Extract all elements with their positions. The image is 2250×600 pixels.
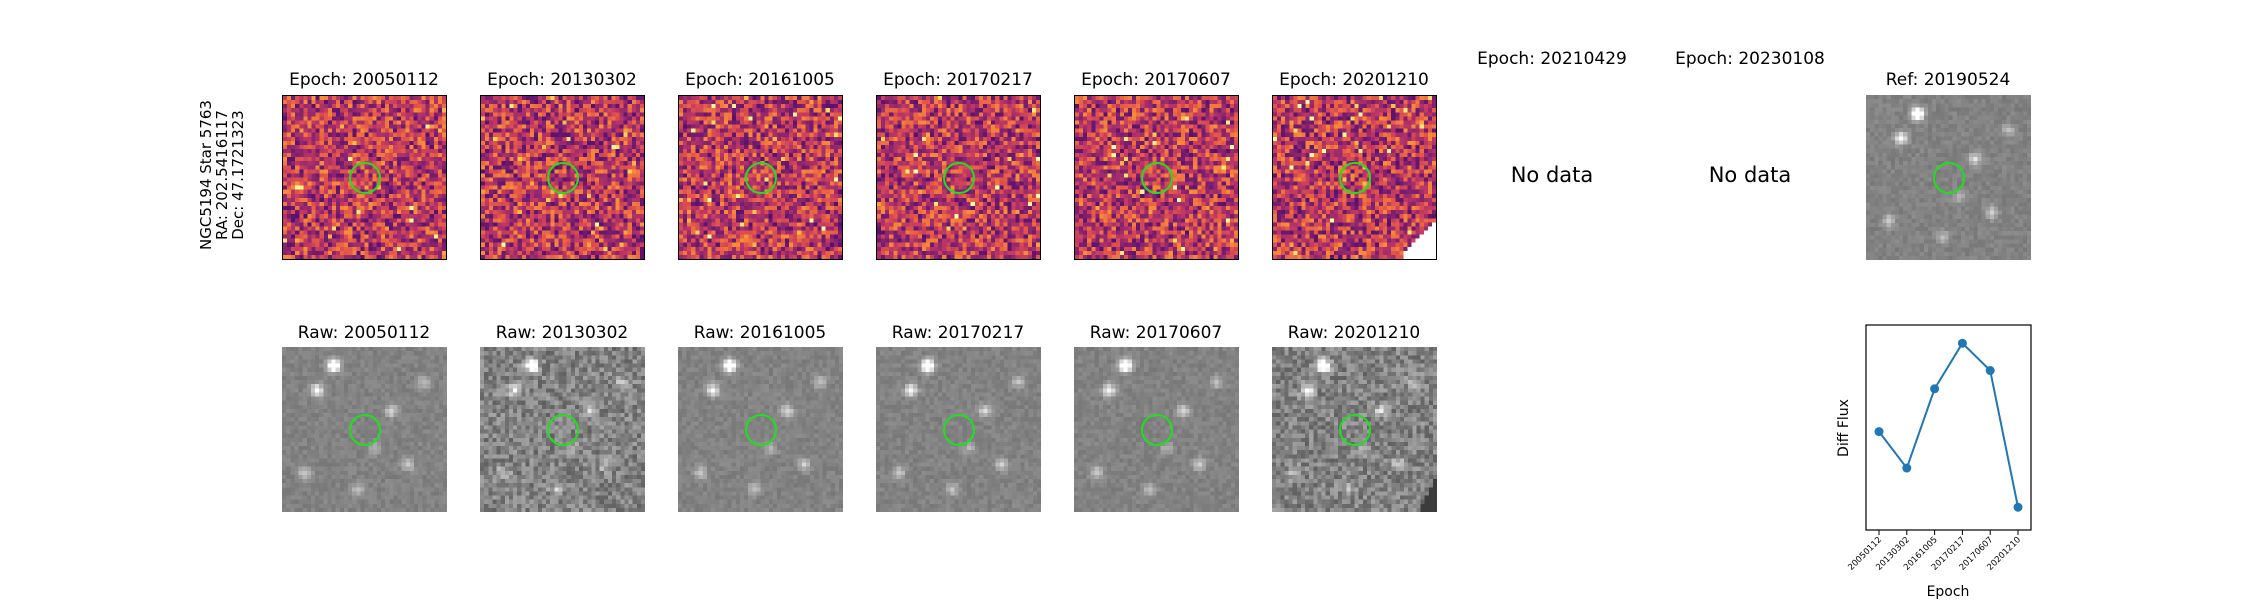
raw-image-5 bbox=[1074, 347, 1239, 512]
target-circle bbox=[1140, 413, 1173, 446]
x-axis-label: Epoch bbox=[1927, 584, 1970, 600]
diff-title-3: Epoch: 20161005 bbox=[685, 70, 835, 90]
ref-title: Ref: 20190524 bbox=[1885, 70, 2011, 90]
diff-title-6: Epoch: 20201210 bbox=[1279, 70, 1429, 90]
target-circle bbox=[348, 161, 381, 194]
target-circle bbox=[1338, 413, 1371, 446]
raw-image-6 bbox=[1272, 347, 1437, 512]
target-circle bbox=[744, 161, 777, 194]
diff-image-4 bbox=[876, 95, 1041, 260]
plot-frame bbox=[1865, 324, 2032, 531]
raw-title-5: Raw: 20170607 bbox=[1089, 323, 1223, 343]
y-axis-label: Diff Flux bbox=[1836, 399, 1852, 457]
target-circle bbox=[744, 413, 777, 446]
raw-title-3: Raw: 20161005 bbox=[693, 323, 827, 343]
raw-title-4: Raw: 20170217 bbox=[891, 323, 1025, 343]
target-circle bbox=[1140, 161, 1173, 194]
data-point-1 bbox=[1874, 427, 1884, 437]
target-circle bbox=[942, 161, 975, 194]
no-data-text-2: No data bbox=[1708, 163, 1792, 187]
star-name: NGC5194 Star 5763 bbox=[197, 100, 215, 250]
diff-image-6 bbox=[1272, 95, 1437, 260]
target-circle bbox=[348, 413, 381, 446]
raw-title-1: Raw: 20050112 bbox=[297, 323, 431, 343]
series-line bbox=[1878, 341, 2019, 508]
no-data-text-1: No data bbox=[1510, 163, 1594, 187]
diff-image-3 bbox=[678, 95, 843, 260]
diff-title-8: Epoch: 20230108 bbox=[1675, 49, 1825, 69]
diff-title-5: Epoch: 20170607 bbox=[1081, 70, 1231, 90]
diff-image-1 bbox=[282, 95, 447, 260]
ref-image bbox=[1866, 95, 2031, 260]
data-point-4 bbox=[1957, 338, 1967, 348]
raw-image-4 bbox=[876, 347, 1041, 512]
diff-title-4: Epoch: 20170217 bbox=[883, 70, 1033, 90]
data-point-2 bbox=[1902, 463, 1912, 473]
diff-image-2 bbox=[480, 95, 645, 260]
data-point-6 bbox=[2013, 502, 2023, 512]
diff-image-5 bbox=[1074, 95, 1239, 260]
target-circle bbox=[546, 161, 579, 194]
diff-flux-chart: 2005011220130302201610052017021720170607… bbox=[1836, 324, 2032, 600]
series-points bbox=[1874, 338, 2023, 512]
data-point-5 bbox=[1985, 366, 1995, 376]
target-circle bbox=[1338, 161, 1371, 194]
raw-title-6: Raw: 20201210 bbox=[1287, 323, 1421, 343]
diff-title-1: Epoch: 20050112 bbox=[289, 70, 439, 90]
raw-image-1 bbox=[282, 347, 447, 512]
target-circle bbox=[1932, 161, 1965, 194]
star-ra: RA: 202.5416117 bbox=[213, 110, 231, 240]
raw-title-2: Raw: 20130302 bbox=[495, 323, 629, 343]
target-circle bbox=[942, 413, 975, 446]
raw-image-3 bbox=[678, 347, 843, 512]
data-point-3 bbox=[1930, 384, 1940, 394]
x-ticks: 2005011220130302201610052017021720170607… bbox=[1846, 530, 2023, 573]
raw-image-2 bbox=[480, 347, 645, 512]
diff-title-7: Epoch: 20210429 bbox=[1477, 49, 1627, 69]
diff-title-2: Epoch: 20130302 bbox=[487, 70, 637, 90]
target-circle bbox=[546, 413, 579, 446]
star-dec: Dec: 47.1721323 bbox=[229, 110, 247, 240]
